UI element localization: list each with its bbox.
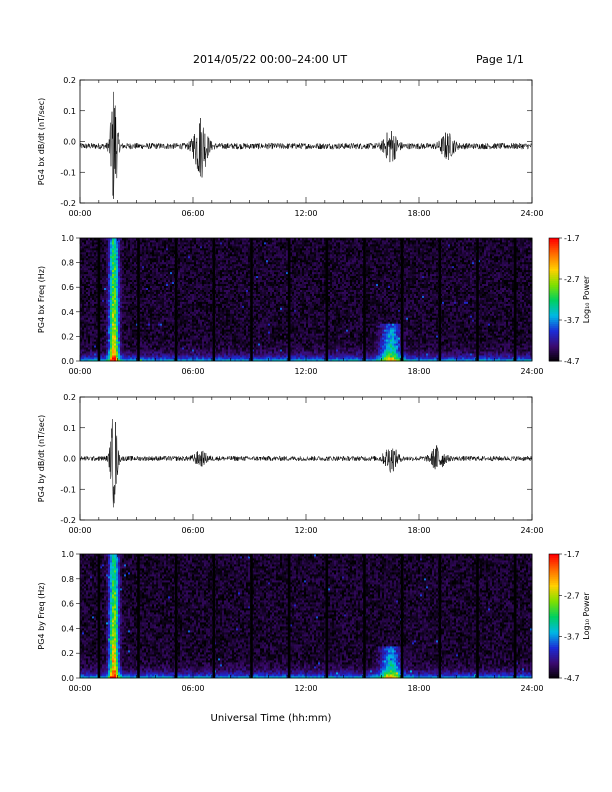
data-gap: [137, 238, 140, 361]
x-tick-label: 00:00: [68, 367, 91, 376]
x-tick-label: 18:00: [407, 684, 430, 693]
colorbar-tick-label: -1.7: [564, 234, 580, 243]
y-tick-label: 0.8: [61, 575, 74, 584]
heatmap-cells: [80, 554, 532, 678]
y-tick-label: 0.6: [61, 283, 74, 292]
data-gap: [363, 554, 366, 678]
x-tick-label: 24:00: [520, 209, 543, 218]
data-gap: [439, 554, 442, 678]
data-gap: [476, 554, 479, 678]
colorbar-tick-label: -3.7: [564, 633, 580, 642]
x-tick-label: 06:00: [181, 209, 204, 218]
data-gap: [175, 238, 178, 361]
x-axis-label: Universal Time (hh:mm): [211, 713, 332, 724]
data-gap: [213, 554, 216, 678]
x-tick-label: 06:00: [181, 526, 204, 535]
y-tick-label: 0.4: [61, 624, 74, 633]
y-tick-label: -0.2: [60, 516, 76, 525]
colorbar-4: [549, 554, 562, 679]
colorbar-tick-label: -2.7: [564, 275, 580, 284]
data-gap: [401, 238, 404, 361]
data-gap: [288, 554, 291, 678]
x-tick-label: 12:00: [294, 526, 317, 535]
data-gap: [98, 554, 101, 678]
y-tick-label: 0.4: [61, 308, 74, 317]
heatmap-cells: [80, 238, 532, 361]
x-tick-label: 00:00: [68, 684, 91, 693]
y-tick-label: 0.2: [61, 332, 74, 341]
x-tick-label: 12:00: [294, 209, 317, 218]
y-tick-label: -0.1: [60, 485, 76, 494]
y-tick-label: 0.2: [63, 393, 76, 402]
colorbar-label: Log₁₀ Power: [582, 592, 591, 640]
y-axis-label: PG4 bx Freq (Hz): [37, 266, 46, 333]
series-line: [80, 419, 532, 507]
data-gap: [175, 554, 178, 678]
data-gap: [476, 238, 479, 361]
y-tick-label: 1.0: [61, 234, 74, 243]
x-tick-label: 00:00: [68, 209, 91, 218]
data-gap: [401, 554, 404, 678]
x-tick-label: 12:00: [294, 684, 317, 693]
x-tick-label: 24:00: [520, 684, 543, 693]
data-gap: [288, 238, 291, 361]
colorbar-tick-label: -4.7: [564, 357, 580, 366]
data-gap: [213, 238, 216, 361]
x-tick-label: 12:00: [294, 367, 317, 376]
data-gap: [439, 238, 442, 361]
y-tick-label: 0.1: [63, 424, 76, 433]
x-tick-label: 18:00: [407, 526, 430, 535]
colorbar-tick-label: -4.7: [564, 674, 580, 683]
data-gap: [250, 554, 253, 678]
data-gap: [98, 238, 101, 361]
colorbar-tick-label: -2.7: [564, 591, 580, 600]
x-tick-label: 18:00: [407, 209, 430, 218]
colorbar-tick-label: -3.7: [564, 316, 580, 325]
colorbar-label: Log₁₀ Power: [582, 275, 591, 323]
x-tick-label: 18:00: [407, 367, 430, 376]
data-gap: [514, 554, 517, 678]
chart-panel-2: [76, 238, 562, 362]
x-tick-label: 00:00: [68, 526, 91, 535]
data-gap: [326, 554, 329, 678]
chart-panel-3: [80, 397, 532, 520]
y-axis-label: PG4 bx dB/dt (nT/sec): [37, 98, 46, 185]
colorbar-2: [549, 238, 562, 362]
y-tick-label: 0.2: [63, 76, 76, 85]
y-tick-label: 0.1: [63, 107, 76, 116]
y-tick-label: 0.0: [61, 674, 74, 683]
data-gap: [137, 554, 140, 678]
x-tick-label: 06:00: [181, 684, 204, 693]
y-tick-label: 0.6: [61, 600, 74, 609]
colorbar-tick-label: -1.7: [564, 550, 580, 559]
x-tick-label: 06:00: [181, 367, 204, 376]
chart-panel-4: [76, 554, 562, 679]
data-gap: [514, 238, 517, 361]
x-tick-label: 24:00: [520, 526, 543, 535]
y-tick-label: 1.0: [61, 550, 74, 559]
y-tick-label: -0.2: [60, 199, 76, 208]
y-tick-label: 0.8: [61, 259, 74, 268]
series-line: [80, 92, 532, 199]
figure: 0.20.10.0-0.1-0.200:00 06:00 12:00 18:00 24:…: [0, 0, 612, 792]
y-tick-label: 0.0: [61, 357, 74, 366]
y-tick-label: 0.0: [63, 455, 76, 464]
y-tick-label: -0.1: [60, 168, 76, 177]
data-gap: [250, 238, 253, 361]
y-tick-label: 0.2: [61, 649, 74, 658]
y-axis-label: PG4 by dB/dt (nT/sec): [37, 415, 46, 502]
y-axis-label: PG4 by Freq (Hz): [37, 582, 46, 649]
y-tick-label: 0.0: [63, 138, 76, 147]
data-gap: [363, 238, 366, 361]
data-gap: [326, 238, 329, 361]
plot-frame: [80, 80, 532, 203]
chart-panel-1: [80, 80, 532, 203]
x-tick-label: 24:00: [520, 367, 543, 376]
